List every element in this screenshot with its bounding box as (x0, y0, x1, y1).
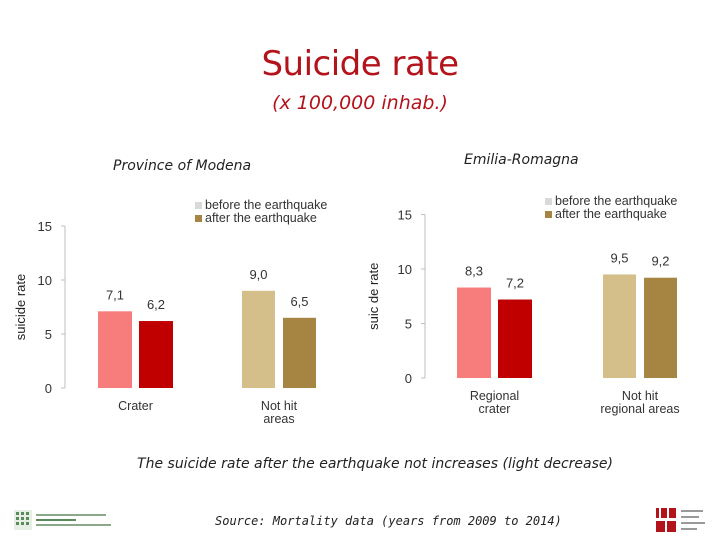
chart-title-emilia-romagna: Emilia-Romagna (464, 152, 579, 168)
y-tick-label: 10 (38, 273, 52, 288)
x-tick-label: areas (263, 412, 294, 426)
source-note: Source: Mortality data (years from 2009 … (215, 514, 562, 528)
bar (644, 277, 677, 378)
y-tick-label: 0 (45, 381, 52, 396)
bar (603, 274, 636, 378)
y-tick-label: 5 (45, 327, 52, 342)
legend-label: after the earthquake (555, 207, 667, 221)
y-tick-label: 15 (398, 208, 412, 223)
data-label: 7,1 (106, 287, 124, 302)
x-tick-label: crater (479, 402, 511, 416)
y-axis-label: suicide rate (13, 274, 28, 340)
bar (98, 311, 132, 388)
x-tick-label: regional areas (600, 402, 679, 416)
x-tick-label: Crater (118, 399, 153, 413)
caption: The suicide rate after the earthquake no… (137, 456, 613, 472)
data-label: 8,3 (465, 264, 483, 279)
legend-label: before the earthquake (555, 194, 677, 208)
page-title: Suicide rate (261, 44, 459, 84)
bar (457, 287, 491, 378)
y-axis-label: suic de rate (366, 263, 381, 330)
y-tick-label: 10 (398, 262, 412, 277)
data-label: 6,2 (147, 297, 165, 312)
chart-modena: 0 5 10 15 suicide rate 7,1 6,2 Crater 9,0 6,5 Not … (13, 198, 327, 426)
page-subtitle: (x 100,000 inhab.) (272, 92, 448, 114)
research-center-logo (14, 510, 111, 530)
legend-label: after the earthquake (205, 211, 317, 225)
bar (498, 299, 532, 378)
legend-label: before the earthquake (205, 198, 327, 212)
legend-swatch (545, 211, 552, 218)
x-tick-label: Not hit (261, 399, 298, 413)
bar (242, 290, 275, 388)
data-label: 9,2 (651, 254, 669, 269)
data-label: 6,5 (290, 294, 308, 309)
chart-title-modena: Province of Modena (113, 158, 252, 174)
data-label: 7,2 (506, 276, 524, 291)
y-tick-label: 5 (405, 317, 412, 332)
x-tick-label: Not hit (622, 389, 659, 403)
bar (139, 321, 173, 388)
legend-swatch (195, 215, 202, 222)
data-label: 9,5 (610, 250, 628, 265)
data-label: 9,0 (249, 267, 267, 282)
legend-swatch (195, 202, 202, 209)
y-tick-label: 0 (405, 371, 412, 386)
y-tick-label: 15 (38, 219, 52, 234)
istmo-logo (655, 506, 705, 534)
legend-swatch (545, 198, 552, 205)
x-tick-label: Regional (470, 389, 519, 403)
bar (283, 317, 316, 388)
